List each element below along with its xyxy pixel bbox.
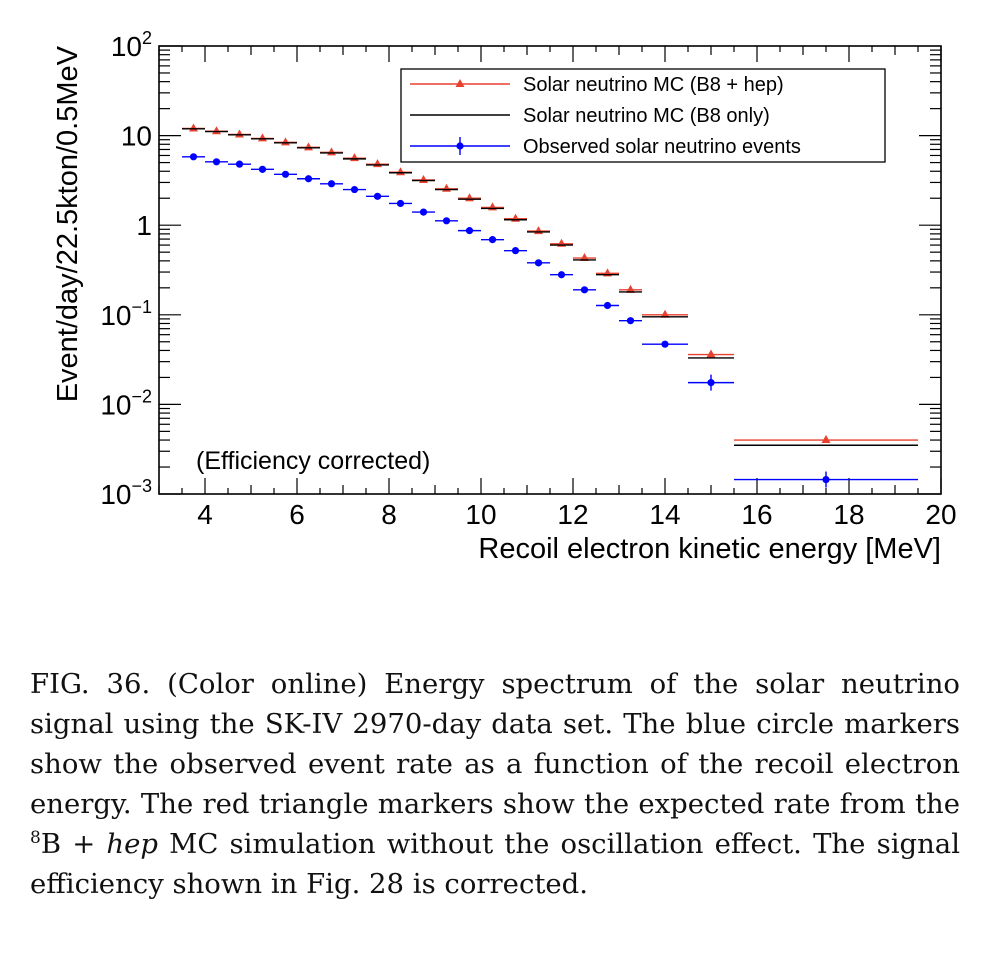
data-point-triangle	[235, 129, 244, 138]
caption-b: B +	[40, 828, 107, 860]
y-tick-label: 1	[136, 210, 152, 241]
series-triangle	[182, 123, 918, 444]
series-line	[182, 128, 918, 446]
data-point-circle	[304, 175, 313, 183]
minor-ticks	[158, 46, 941, 494]
data-point-circle	[488, 236, 497, 244]
data-point-circle	[373, 192, 382, 200]
data-point-triangle	[465, 193, 474, 202]
data-point-circle	[707, 379, 715, 387]
y-tick-label: 10−2	[100, 386, 152, 420]
data-point-triangle	[281, 137, 290, 146]
x-tick-label: 16	[741, 499, 772, 530]
y-tick-labels: 102 10 1 10−1 10−2 10−3	[100, 28, 152, 510]
x-tick-label: 8	[381, 499, 397, 530]
data-point-triangle	[534, 226, 543, 235]
energy-spectrum-chart: 4 6 8 10 12 14 16 18 20 102 10 1 10−1 10−2 10−3 Recoi…	[52, 28, 957, 565]
data-point-circle	[511, 247, 520, 255]
data-point-circle	[327, 180, 336, 188]
data-point-triangle	[350, 153, 359, 162]
data-point-circle	[442, 217, 451, 225]
x-tick-label: 12	[557, 499, 588, 530]
caption-text-2: MC simulation without the oscillation ef…	[30, 828, 960, 900]
y-axis-label: Event/day/22.5kton/0.5MeV	[52, 45, 84, 402]
data-point-circle	[580, 286, 589, 294]
data-point-circle	[350, 185, 359, 194]
data-point-circle	[419, 208, 428, 216]
data-point-circle	[258, 165, 267, 173]
data-point-circle	[465, 227, 474, 235]
x-axis-label: Recoil electron kinetic energy [MeV]	[478, 533, 941, 565]
legend-label: Solar neutrino MC (B8 only)	[523, 105, 770, 127]
data-point-circle	[396, 199, 405, 208]
data-point-circle	[661, 340, 669, 348]
series-circle	[182, 153, 918, 488]
data-point-triangle	[419, 174, 428, 183]
y-tick-label: 10−3	[100, 476, 152, 510]
data-point-triangle	[580, 253, 589, 262]
caption-text-1: (Color online) Energy spectrum of the so…	[30, 668, 960, 820]
data-point-triangle	[189, 123, 198, 132]
x-tick-label: 14	[649, 499, 680, 530]
legend-label: Solar neutrino MC (B8 + hep)	[523, 74, 784, 96]
data-point-circle	[822, 475, 830, 484]
major-ticks	[159, 45, 942, 495]
data-point-circle	[626, 317, 635, 325]
data-point-circle	[281, 170, 290, 178]
data-point-triangle	[304, 142, 313, 151]
data-point-triangle	[258, 133, 267, 142]
data-point-triangle	[660, 309, 670, 318]
x-tick-labels: 4 6 8 10 12 14 16 18 20	[197, 499, 956, 530]
y-tick-label: 10	[121, 121, 152, 152]
caption-superscript: 8	[30, 828, 41, 848]
data-point-circle	[557, 271, 566, 279]
caption-hep: hep	[106, 828, 159, 860]
data-point-triangle	[706, 349, 716, 358]
y-tick-label: 10−1	[100, 297, 152, 331]
data-series	[182, 123, 918, 488]
data-point-circle	[534, 259, 543, 267]
data-point-circle	[189, 153, 198, 161]
data-point-triangle	[396, 167, 405, 176]
data-point-triangle	[442, 183, 451, 192]
legend-marker-triangle	[455, 79, 465, 87]
x-tick-label: 20	[925, 499, 956, 530]
data-point-triangle	[511, 213, 520, 222]
caption-label: FIG. 36.	[30, 668, 151, 700]
data-point-circle	[603, 301, 612, 310]
x-tick-label: 6	[289, 499, 305, 530]
y-tick-label: 102	[111, 28, 152, 62]
x-tick-label: 18	[833, 499, 864, 530]
legend-marker-circle	[456, 142, 464, 150]
legend: Solar neutrino MC (B8 + hep) Solar neutri…	[400, 68, 886, 163]
data-point-circle	[212, 158, 221, 166]
figure-caption: FIG. 36. (Color online) Energy spectrum …	[30, 664, 960, 904]
data-point-triangle	[212, 126, 221, 135]
data-point-circle	[235, 160, 244, 168]
x-tick-label: 4	[197, 499, 213, 530]
efficiency-annotation: (Efficiency corrected)	[196, 447, 430, 475]
data-point-triangle	[821, 435, 831, 444]
data-point-triangle	[626, 284, 635, 293]
data-point-triangle	[327, 147, 336, 156]
data-point-triangle	[488, 202, 497, 211]
legend-label: Observed solar neutrino events	[523, 136, 801, 158]
data-point-triangle	[373, 159, 382, 168]
x-tick-label: 10	[465, 499, 496, 530]
